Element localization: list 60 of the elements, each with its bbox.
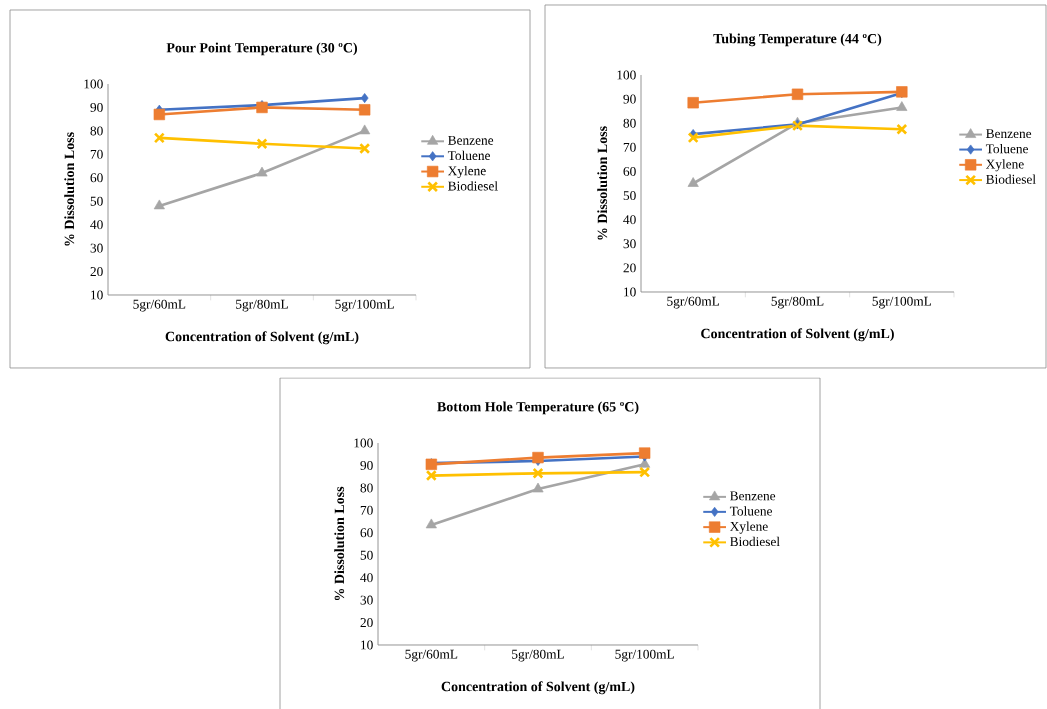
y-tick-label: 70 <box>360 505 373 515</box>
y-tick-label: 90 <box>360 460 373 470</box>
x-tick-label: 5gr/60mL <box>405 649 458 662</box>
x-axis-title: Concentration of Solvent (g/mL) <box>701 328 894 342</box>
y-tick-label: 50 <box>90 196 103 206</box>
legend-label: Benzene <box>986 129 1032 139</box>
y-tick-label: 80 <box>623 118 636 128</box>
y-tick-label: 30 <box>623 239 636 249</box>
y-tick-label: 80 <box>90 126 103 136</box>
y-tick-label: 50 <box>623 191 636 201</box>
y-tick-label: 40 <box>623 215 636 225</box>
y-tick-label: 100 <box>354 438 373 448</box>
x-tick-label: 5gr/80mL <box>236 299 288 312</box>
y-tick-label: 60 <box>360 528 373 538</box>
legend-label: Biodiesel <box>986 174 1036 184</box>
y-axis-title: % Dissolution Loss <box>597 126 608 240</box>
y-tick-label: 100 <box>617 70 636 80</box>
y-tick-label: 50 <box>360 550 373 560</box>
x-tick-label: 5gr/60mL <box>133 299 186 312</box>
legend-label: Toluene <box>985 143 1028 154</box>
x-tick-label: 5gr/100mL <box>335 299 394 312</box>
y-tick-label: 30 <box>360 595 373 605</box>
x-tick-label: 5gr/100mL <box>872 296 932 309</box>
legend-label: Xylene <box>447 165 486 179</box>
y-tick-label: 10 <box>624 287 636 297</box>
y-tick-label: 90 <box>623 94 636 104</box>
y-tick-label: 40 <box>90 220 103 230</box>
y-axis-title: % Dissolution Loss <box>334 486 345 601</box>
y-tick-label: 20 <box>360 618 373 628</box>
legend-label: Biodiesel <box>448 181 498 191</box>
y-tick-label: 100 <box>84 79 103 89</box>
y-tick-label: 60 <box>623 166 636 176</box>
legend-label: Toluene <box>729 506 772 516</box>
y-tick-label: 80 <box>360 483 373 493</box>
y-tick-label: 40 <box>360 573 373 583</box>
legend-label: Benzene <box>730 491 776 501</box>
chart-title: Bottom Hole Temperature (65 ºC) <box>437 401 639 415</box>
y-tick-label: 20 <box>623 263 636 273</box>
legend-label: Xylene <box>985 159 1024 172</box>
legend-label: Xylene <box>729 521 768 534</box>
y-tick-label: 10 <box>361 640 373 650</box>
y-tick-label: 20 <box>90 267 103 277</box>
x-axis-title: Concentration of Solvent (g/mL) <box>441 681 635 695</box>
y-tick-label: 60 <box>90 173 103 183</box>
x-tick-label: 5gr/100mL <box>615 649 674 662</box>
legend-label: Biodiesel <box>730 536 780 547</box>
y-tick-label: 90 <box>90 102 103 112</box>
y-tick-label: 70 <box>623 142 636 152</box>
x-tick-label: 5gr/80mL <box>512 649 564 662</box>
y-tick-label: 30 <box>90 243 103 253</box>
y-tick-label: 70 <box>90 149 103 159</box>
legend-label: Toluene <box>447 150 491 161</box>
y-axis-title: % Dissolution Loss <box>64 132 75 246</box>
chart-title: Tubing Temperature (44 ºC) <box>713 33 882 47</box>
x-tick-label: 5gr/80mL <box>771 296 824 309</box>
chart-title: Pour Point Temperature (30 ºC) <box>166 42 358 56</box>
y-tick-label: 10 <box>91 290 103 300</box>
x-axis-title: Concentration of Solvent (g/mL) <box>165 331 359 345</box>
legend-label: Benzene <box>448 135 494 145</box>
x-tick-label: 5gr/60mL <box>667 296 720 309</box>
